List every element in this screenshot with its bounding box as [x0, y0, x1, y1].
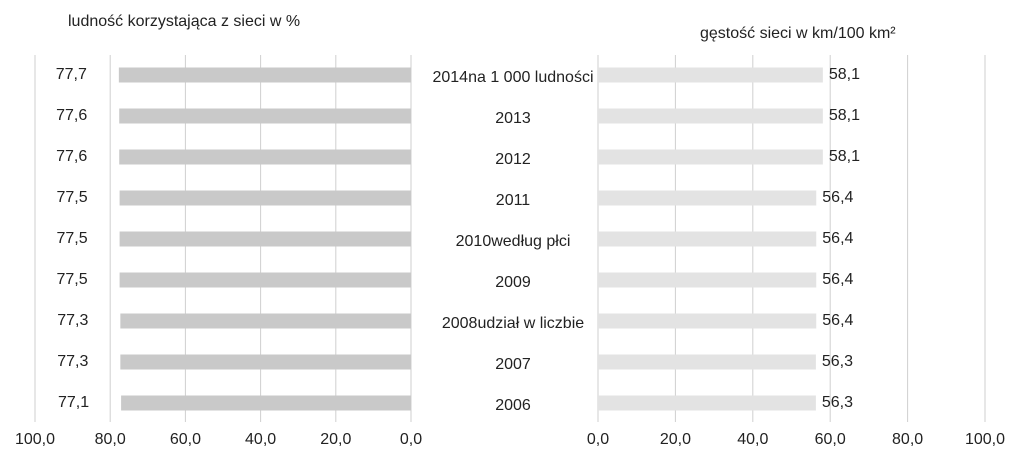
value-label: 56,4 [822, 230, 853, 247]
x-tick-label: 20,0 [660, 431, 691, 448]
category-label: 2011 [496, 192, 531, 209]
x-tick-label: 100,0 [965, 431, 1005, 448]
value-label: 77,6 [56, 107, 87, 124]
category-label: 2007 [495, 356, 531, 373]
x-tick-label: 40,0 [245, 431, 276, 448]
bar [120, 354, 412, 370]
x-tick-label: 60,0 [170, 431, 201, 448]
bar [119, 190, 411, 206]
bar [598, 272, 817, 288]
x-tick-label: 80,0 [95, 431, 126, 448]
x-tick-label: 0,0 [587, 431, 609, 448]
value-label: 77,6 [56, 148, 87, 165]
x-tick-label: 100,0 [15, 431, 55, 448]
bar [598, 231, 817, 247]
bar [121, 395, 411, 411]
bar [120, 313, 412, 329]
value-label: 77,3 [57, 312, 88, 329]
left-title: ludność korzystająca z sieci w % [68, 13, 300, 30]
value-label: 77,3 [57, 353, 88, 370]
value-label: 58,1 [829, 107, 860, 124]
bar [119, 108, 411, 124]
value-label: 56,3 [822, 353, 853, 370]
bar [598, 108, 823, 124]
value-label: 77,5 [56, 230, 87, 247]
category-label: 2008udział w liczbie [442, 315, 584, 332]
value-label: 56,3 [822, 394, 853, 411]
bar [598, 395, 816, 411]
bar [598, 354, 816, 370]
value-label: 58,1 [829, 148, 860, 165]
value-label: 77,5 [56, 189, 87, 206]
bar [598, 149, 823, 165]
bar [119, 272, 411, 288]
category-label: 2009 [495, 274, 531, 291]
x-tick-label: 60,0 [815, 431, 846, 448]
category-label: 2014na 1 000 ludności [432, 69, 593, 86]
value-label: 77,5 [56, 271, 87, 288]
value-label: 56,4 [822, 312, 853, 329]
bar [119, 149, 411, 165]
bar [118, 67, 412, 83]
x-tick-label: 20,0 [320, 431, 351, 448]
category-label: 2013 [495, 110, 531, 127]
value-label: 58,1 [829, 66, 860, 83]
bar [598, 190, 817, 206]
value-label: 56,4 [822, 189, 853, 206]
bar [598, 67, 823, 83]
category-label: 2012 [495, 151, 531, 168]
value-label: 77,1 [58, 394, 89, 411]
value-label: 77,7 [56, 66, 87, 83]
right-title: gęstość sieci w km/100 km² [700, 25, 896, 42]
category-label: 2010według płci [456, 233, 571, 250]
value-label: 56,4 [822, 271, 853, 288]
category-label: 2006 [495, 397, 531, 414]
bar [598, 313, 817, 329]
x-tick-label: 0,0 [400, 431, 422, 448]
x-tick-label: 40,0 [737, 431, 768, 448]
x-tick-label: 80,0 [892, 431, 923, 448]
bar [119, 231, 411, 247]
